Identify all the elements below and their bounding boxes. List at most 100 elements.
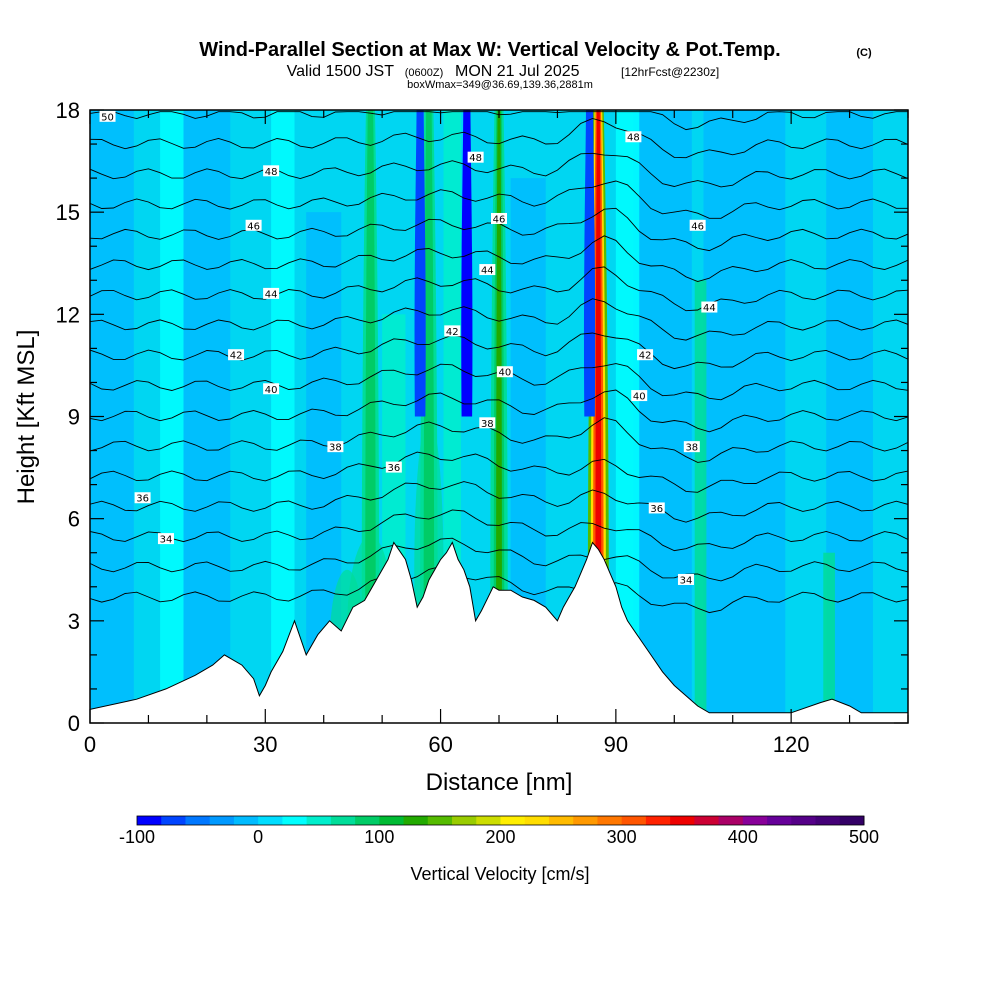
theta-label: 36 — [385, 461, 402, 474]
y-tick-label: 12 — [56, 302, 80, 327]
updraft-core — [595, 110, 602, 621]
velocity-band — [694, 280, 707, 723]
colorbar-swatch — [815, 816, 841, 825]
chart-subtitle: Valid 1500 JST (0600Z) MON 21 Jul 2025 [… — [287, 63, 720, 80]
svg-text:42: 42 — [230, 351, 243, 362]
theta-contour — [90, 118, 908, 159]
colorbar-swatch — [258, 816, 283, 825]
colorbar-swatch — [233, 816, 259, 825]
colorbar-swatch — [306, 816, 332, 825]
theta-contour — [90, 152, 908, 188]
theta-label: 42 — [228, 349, 245, 362]
chart-title-mark: (C) — [856, 47, 872, 59]
colorbar-swatch — [670, 816, 695, 825]
svg-text:38: 38 — [685, 443, 698, 454]
colorbar-label: Vertical Velocity [cm/s] — [410, 864, 589, 884]
colorbar-swatch — [355, 816, 380, 825]
y-tick-label: 6 — [68, 507, 80, 532]
svg-text:48: 48 — [469, 153, 482, 164]
svg-text:38: 38 — [481, 419, 494, 430]
colorbar-tick-label: 500 — [849, 827, 879, 847]
theta-label: 40 — [263, 383, 280, 396]
svg-text:36: 36 — [387, 463, 400, 474]
svg-text:42: 42 — [446, 327, 459, 338]
colorbar-swatch — [282, 816, 308, 825]
colorbar-swatch — [645, 816, 671, 825]
theta-contour — [90, 298, 908, 341]
theta-label: 38 — [683, 441, 700, 454]
theta-label: 34 — [677, 573, 694, 586]
y-tick-label: 0 — [68, 711, 80, 736]
svg-text:38: 38 — [329, 443, 342, 454]
colorbar-swatch — [209, 816, 235, 825]
svg-text:48: 48 — [265, 167, 278, 178]
velocity-band — [823, 552, 835, 723]
colorbar-swatch — [524, 816, 550, 825]
downdraft-core — [583, 110, 596, 417]
colorbar-frame — [136, 815, 865, 826]
svg-text:44: 44 — [703, 303, 716, 314]
colorbar-swatch — [476, 816, 501, 825]
colorbar-swatch — [452, 816, 477, 825]
updraft-core — [367, 110, 374, 621]
y-tick-label: 18 — [56, 98, 80, 123]
colorbar-swatch — [694, 816, 720, 825]
svg-text:40: 40 — [498, 368, 511, 379]
theta-label: 36 — [134, 492, 151, 505]
x-tick-label: 60 — [428, 732, 452, 757]
theta-label: 46 — [245, 219, 262, 232]
colorbar-swatch — [597, 816, 623, 825]
svg-text:40: 40 — [265, 385, 278, 396]
subtitle-forecast: [12hrFcst@2230z] — [621, 65, 719, 79]
velocity-band — [443, 110, 462, 587]
colorbar-swatch — [137, 816, 162, 825]
theta-label: 50 — [99, 110, 116, 123]
theta-label: 36 — [648, 502, 665, 515]
colorbar-swatch — [161, 816, 186, 825]
colorbar-swatch — [500, 816, 526, 825]
y-tick-label: 3 — [68, 609, 80, 634]
colorbar-swatch — [742, 816, 768, 825]
theta-contour — [90, 332, 908, 370]
y-tick-label: 9 — [68, 405, 80, 430]
theta-contour — [90, 266, 908, 312]
subtitle-date: MON 21 Jul 2025 — [455, 63, 580, 80]
velocity-band — [183, 110, 231, 723]
colorbar-swatch — [839, 816, 865, 825]
velocity-band — [160, 110, 184, 723]
svg-text:50: 50 — [101, 112, 114, 123]
theta-contour — [90, 235, 908, 282]
svg-text:36: 36 — [650, 504, 663, 515]
svg-text:46: 46 — [691, 221, 704, 232]
theta-contour — [90, 417, 908, 463]
svg-text:42: 42 — [639, 351, 652, 362]
theta-label: 48 — [467, 151, 484, 164]
theta-label: 34 — [157, 533, 174, 546]
x-tick-label: 0 — [84, 732, 96, 757]
colorbar-swatch — [767, 816, 792, 825]
theta-contour — [90, 481, 908, 523]
colorbar-tick-label: 400 — [728, 827, 758, 847]
x-axis-label: Distance [nm] — [426, 769, 573, 796]
colorbar-swatch — [330, 816, 356, 825]
x-tick-label: 30 — [253, 732, 277, 757]
colorbar-swatch — [403, 816, 429, 825]
y-tick-labels: 0 3 6 9 12 15 18 — [56, 98, 80, 736]
subtitle-valid: Valid 1500 JST — [287, 63, 395, 80]
colorbar — [136, 815, 865, 826]
downdraft-core — [414, 110, 426, 417]
theta-label: 42 — [444, 325, 461, 338]
terrain-mask — [90, 541, 908, 723]
colorbar-swatch — [718, 816, 744, 825]
theta-label: 40 — [631, 390, 648, 403]
theta-label: 42 — [637, 349, 654, 362]
colorbar-tick-label: 200 — [485, 827, 515, 847]
theta-label: 44 — [479, 264, 496, 277]
svg-text:34: 34 — [160, 535, 173, 546]
theta-label: 44 — [701, 301, 718, 314]
updraft-core — [496, 110, 502, 621]
y-axis-label: Height [Kft MSL] — [13, 330, 40, 505]
chart-note: boxWmax=349@36.69,139.36,2881m — [407, 79, 593, 91]
downdraft-core — [461, 110, 473, 417]
